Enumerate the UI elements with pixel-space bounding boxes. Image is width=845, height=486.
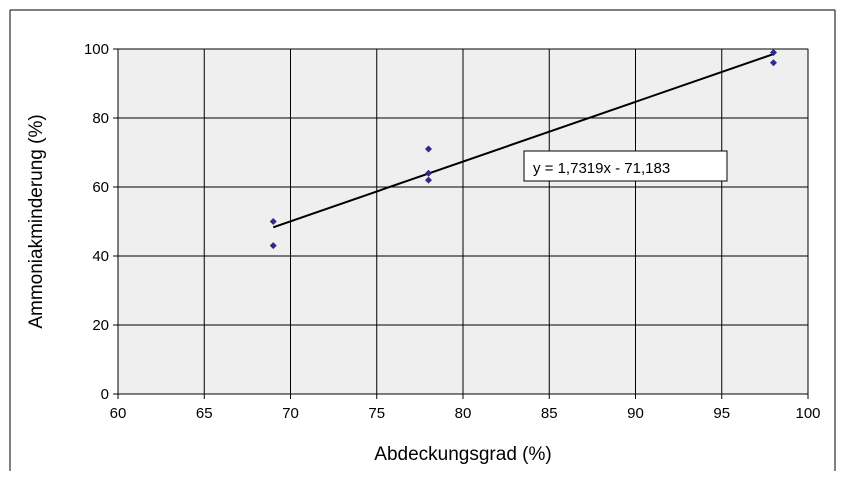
data-point	[425, 169, 432, 177]
equation-box	[523, 150, 728, 182]
trendline-equation: y = 1,7319x - 71,183	[533, 160, 670, 177]
trendline	[272, 53, 774, 229]
x-gridlines	[203, 49, 809, 394]
y-tick-label: 60	[92, 179, 109, 196]
x-tick-label: 90	[627, 405, 644, 422]
data-point	[425, 145, 432, 153]
x-tick-labels: 60 65 70 75 80 85 90 95 100	[110, 405, 821, 422]
x-tick-label: 100	[795, 405, 820, 422]
data-point	[770, 59, 777, 67]
y-tick-label: 40	[92, 248, 109, 265]
trendline-equation-box: y = 1,7319x - 71,183	[523, 150, 728, 182]
axes	[113, 48, 809, 399]
data-point	[269, 218, 277, 225]
y-gridlines	[118, 48, 808, 326]
x-tick-label: 95	[713, 405, 730, 422]
y-tick-label: 80	[92, 110, 109, 127]
x-tick-label: 65	[196, 405, 213, 422]
x-tick-label: 85	[541, 405, 558, 422]
x-tick-label: 70	[282, 405, 299, 422]
x-tick-label: 75	[368, 405, 385, 422]
y-tick-labels: 0 20 40 60 80 100	[84, 41, 109, 403]
data-point	[269, 242, 277, 250]
x-tick-label: 80	[455, 405, 472, 422]
x-tick-label: 60	[110, 405, 127, 422]
data-points	[269, 48, 777, 250]
y-tick-label: 0	[101, 386, 109, 403]
data-point	[425, 176, 432, 184]
data-point	[770, 48, 777, 56]
y-axis-title: Ammoniakminderung (%)	[26, 114, 47, 328]
y-tick-label: 100	[84, 41, 109, 58]
y-tick-label: 20	[92, 317, 109, 334]
x-axis-title: Abdeckungsgrad (%)	[374, 444, 551, 465]
